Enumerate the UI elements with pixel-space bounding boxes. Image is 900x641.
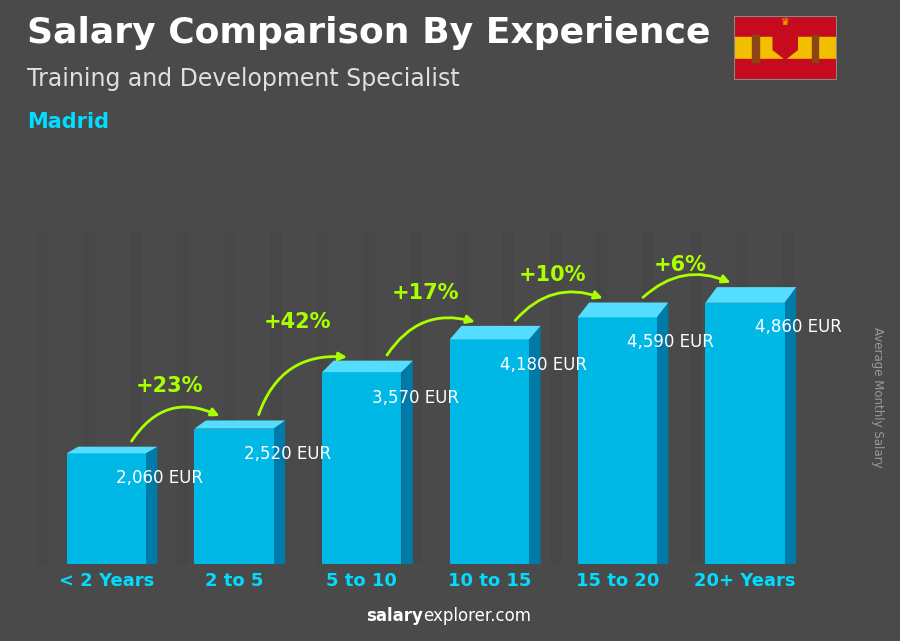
- Bar: [322, 372, 401, 564]
- Polygon shape: [657, 303, 669, 564]
- Text: 4,860 EUR: 4,860 EUR: [755, 319, 842, 337]
- Text: 2,060 EUR: 2,060 EUR: [116, 469, 203, 487]
- Text: ♛: ♛: [781, 17, 789, 27]
- Polygon shape: [529, 326, 541, 564]
- Polygon shape: [274, 420, 285, 564]
- Polygon shape: [322, 361, 413, 372]
- Text: 4,590 EUR: 4,590 EUR: [627, 333, 715, 351]
- Polygon shape: [401, 361, 413, 564]
- Text: +17%: +17%: [392, 283, 459, 303]
- Polygon shape: [773, 30, 797, 60]
- Polygon shape: [706, 287, 796, 303]
- Text: Training and Development Specialist: Training and Development Specialist: [27, 67, 460, 91]
- Bar: [706, 303, 785, 564]
- Bar: [578, 317, 657, 564]
- Bar: [194, 429, 274, 564]
- Bar: [67, 453, 146, 564]
- Text: Madrid: Madrid: [27, 112, 109, 132]
- Text: +10%: +10%: [519, 265, 587, 285]
- Text: salary: salary: [366, 607, 423, 625]
- Polygon shape: [67, 447, 158, 453]
- Polygon shape: [578, 303, 669, 317]
- Text: explorer.com: explorer.com: [423, 607, 531, 625]
- Text: +23%: +23%: [136, 376, 203, 396]
- Bar: [734, 37, 837, 59]
- Bar: [734, 59, 837, 80]
- Text: 3,570 EUR: 3,570 EUR: [372, 389, 459, 408]
- Text: 4,180 EUR: 4,180 EUR: [500, 356, 587, 374]
- Bar: [734, 16, 837, 37]
- Text: +42%: +42%: [264, 312, 331, 332]
- Polygon shape: [194, 420, 285, 429]
- Text: +6%: +6%: [654, 255, 707, 275]
- Bar: [812, 35, 818, 62]
- Polygon shape: [785, 287, 796, 564]
- Polygon shape: [146, 447, 158, 564]
- Bar: [752, 35, 759, 62]
- Bar: [450, 339, 529, 564]
- Polygon shape: [450, 326, 541, 339]
- Text: Average Monthly Salary: Average Monthly Salary: [871, 327, 884, 468]
- Text: Salary Comparison By Experience: Salary Comparison By Experience: [27, 16, 710, 50]
- Text: 2,520 EUR: 2,520 EUR: [244, 445, 331, 463]
